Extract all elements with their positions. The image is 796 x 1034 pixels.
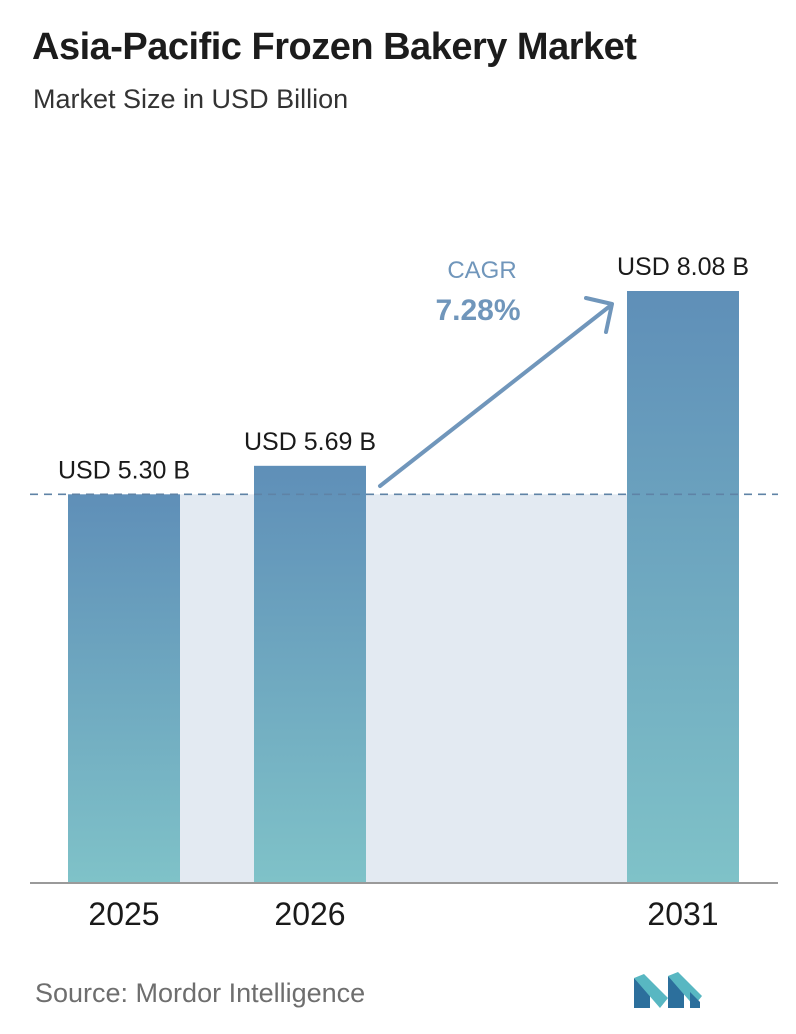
cagr-arrow-icon bbox=[378, 296, 614, 488]
x-tick-label-2025: 2025 bbox=[88, 896, 159, 932]
chart-title: Asia-Pacific Frozen Bakery Market bbox=[32, 26, 637, 68]
cagr-label: CAGR bbox=[447, 257, 516, 284]
data-label-2026: USD 5.69 B bbox=[244, 428, 376, 456]
x-tick-label-2026: 2026 bbox=[274, 896, 345, 932]
cagr-annotation: CAGR 7.28% bbox=[378, 257, 614, 488]
data-label-2025: USD 5.30 B bbox=[58, 456, 190, 484]
bar-2031 bbox=[627, 291, 739, 882]
mordor-intelligence-logo-icon bbox=[634, 972, 702, 1008]
data-label-2031: USD 8.08 B bbox=[617, 253, 749, 281]
source-note: Source: Mordor Intelligence bbox=[35, 978, 366, 1008]
bar-chart: USD 5.30 B 2025 USD 5.69 B 2026 USD 8.08 B 20… bbox=[30, 253, 778, 932]
x-tick-label-2031: 2031 bbox=[647, 896, 718, 932]
bar-2025 bbox=[68, 494, 180, 882]
chart-subtitle: Market Size in USD Billion bbox=[33, 84, 349, 114]
cagr-value: 7.28% bbox=[435, 294, 520, 327]
bar-2026 bbox=[254, 465, 366, 882]
